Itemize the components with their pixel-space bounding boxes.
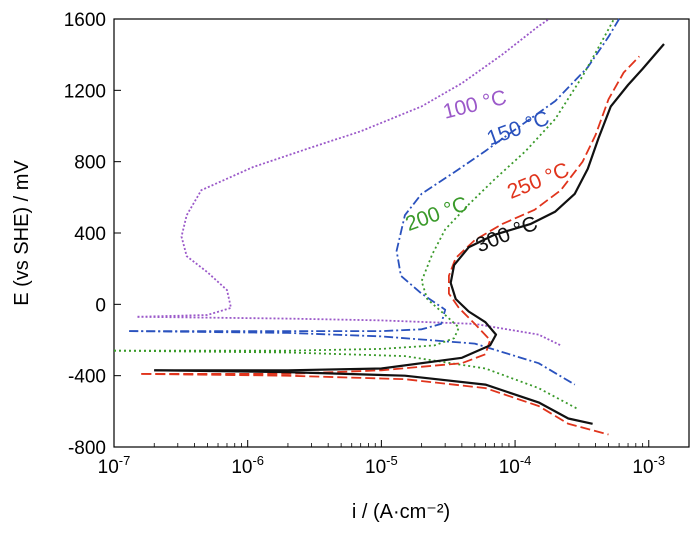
series-label: 100 °C: [441, 86, 509, 124]
series-2: 200 °C: [113, 18, 615, 411]
series-line-cathodic: [154, 369, 593, 425]
y-tick-label: 400: [74, 224, 106, 245]
y-axis-title: E (vs SHE) / mV: [11, 160, 33, 306]
series-line-cathodic: [129, 330, 576, 386]
x-tick-label: 10-6: [231, 453, 264, 478]
series-line-anodic: [137, 18, 550, 318]
x-tick-label: 10-4: [499, 453, 532, 478]
axis-ticks: 10-7 10-6 10-5 10-4 10-3 -800 -400 0 400 800 1200 1…: [64, 10, 690, 478]
series-line-cathodic: [137, 315, 562, 347]
y-tick-label: 0: [95, 295, 106, 316]
x-tick-label: 10-7: [98, 453, 131, 478]
x-tick-label: 10-5: [365, 453, 398, 478]
y-tick-label: 1600: [64, 10, 106, 31]
series-label: 250 °C: [504, 158, 572, 203]
x-tick-label: 10-3: [632, 453, 665, 478]
y-tick-label: 1200: [64, 81, 106, 102]
series-line-anodic: [141, 55, 640, 375]
series-label: 300 °C: [473, 212, 541, 257]
series-line-anodic: [154, 43, 665, 372]
series-line-cathodic: [141, 373, 609, 436]
series-label: 200 °C: [403, 192, 471, 236]
y-tick-label: -800: [68, 438, 106, 459]
y-tick-label: 800: [74, 153, 106, 174]
y-tick-label: -400: [68, 367, 106, 388]
series-line-anodic: [129, 18, 620, 332]
x-axis-title: i / (A·cm⁻²): [352, 501, 450, 523]
series-line-cathodic: [113, 349, 580, 411]
series-label: 150 °C: [484, 107, 552, 151]
series-line-anodic: [114, 18, 615, 352]
series-0: 100 °C: [137, 18, 562, 347]
